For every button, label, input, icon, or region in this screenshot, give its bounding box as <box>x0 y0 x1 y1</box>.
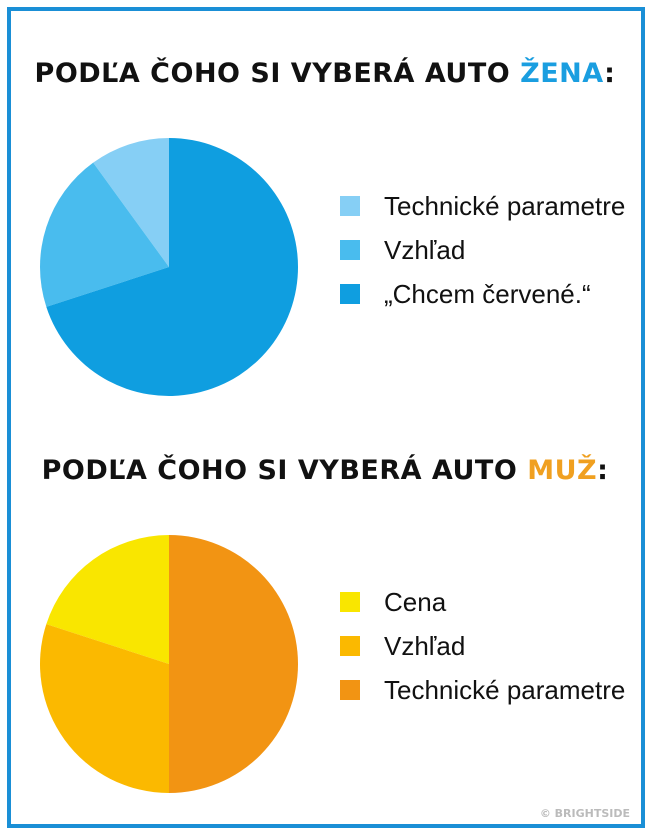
legend-swatch <box>340 284 360 304</box>
title-suffix: : <box>604 58 616 89</box>
legend-swatch <box>340 196 360 216</box>
pie-slice <box>39 162 169 307</box>
legend-swatch <box>340 592 360 612</box>
legend-label: Technické parametre <box>384 674 626 705</box>
chart-title-women: PODĽA ČOHO SI VYBERÁ AUTO ŽENA: <box>0 58 650 89</box>
pie-chart-women <box>39 138 299 396</box>
title-prefix: PODĽA ČOHO SI VYBERÁ AUTO <box>41 455 528 486</box>
legend-label: Technické parametre <box>384 190 626 221</box>
legend-men: Cena Vzhľad Technické parametre <box>340 580 625 712</box>
legend-item: Technické parametre <box>340 668 625 712</box>
pie-slice <box>93 138 169 267</box>
legend-label: Cena <box>384 586 447 617</box>
legend-swatch <box>340 680 360 700</box>
pie-slice <box>46 535 170 664</box>
legend-label: „Chcem červené.“ <box>384 278 591 309</box>
legend-swatch <box>340 636 360 656</box>
chart-title-men: PODĽA ČOHO SI VYBERÁ AUTO MUŽ: <box>0 455 650 486</box>
legend-item: Vzhľad <box>340 228 625 272</box>
title-prefix: PODĽA ČOHO SI VYBERÁ AUTO <box>34 58 521 89</box>
legend-label: Vzhľad <box>384 234 466 265</box>
legend-item: Cena <box>340 580 625 624</box>
pie-slice <box>39 624 170 793</box>
legend-item: Vzhľad <box>340 624 625 668</box>
legend-item: Technické parametre <box>340 184 625 228</box>
pie-chart-men <box>39 535 298 793</box>
pie-slice <box>169 535 298 793</box>
title-highlight: MUŽ <box>527 455 598 486</box>
legend-item: „Chcem červené.“ <box>340 272 625 316</box>
pie-slice <box>46 138 299 396</box>
title-highlight: ŽENA <box>520 58 605 89</box>
brightside-credit: © BRIGHTSIDE <box>539 807 630 820</box>
legend-women: Technické parametre Vzhľad „Chcem červen… <box>340 184 625 316</box>
legend-label: Vzhľad <box>384 630 466 661</box>
title-suffix: : <box>597 455 609 486</box>
legend-swatch <box>340 240 360 260</box>
